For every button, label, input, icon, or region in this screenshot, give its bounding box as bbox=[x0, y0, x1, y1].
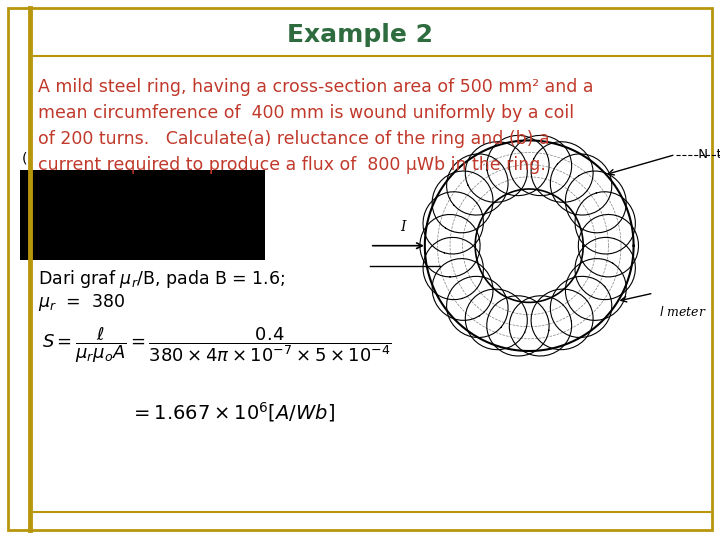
Text: $l$ meter: $l$ meter bbox=[659, 305, 706, 319]
Text: mean circumference of  400 mm is wound uniformly by a coil: mean circumference of 400 mm is wound un… bbox=[38, 104, 574, 122]
Text: of 200 turns.   Calculate(a) reluctance of the ring and (b) a: of 200 turns. Calculate(a) reluctance of… bbox=[38, 130, 549, 148]
Text: current required to produce a flux of  800 μWb in the ring.: current required to produce a flux of 80… bbox=[38, 156, 546, 174]
Text: $\mu_r$  =  380: $\mu_r$ = 380 bbox=[38, 292, 125, 313]
Text: $= 1.667 \times 10^6 [A/Wb]$: $= 1.667 \times 10^6 [A/Wb]$ bbox=[130, 400, 335, 424]
Text: N  turns: N turns bbox=[693, 148, 720, 161]
Bar bbox=[20, 170, 265, 260]
Text: Example 2: Example 2 bbox=[287, 23, 433, 47]
Text: $S = \dfrac{\ell}{\mu_r \mu_o A} = \dfrac{0.4}{380 \times 4\pi \times 10^{-7} \t: $S = \dfrac{\ell}{\mu_r \mu_o A} = \dfra… bbox=[42, 325, 392, 364]
Text: I: I bbox=[400, 220, 406, 234]
Text: Dari graf $\mu_r$/B, pada B = 1.6;: Dari graf $\mu_r$/B, pada B = 1.6; bbox=[38, 268, 285, 290]
Text: (: ( bbox=[22, 152, 27, 166]
Text: A mild steel ring, having a cross-section area of 500 mm² and a: A mild steel ring, having a cross-sectio… bbox=[38, 78, 593, 96]
